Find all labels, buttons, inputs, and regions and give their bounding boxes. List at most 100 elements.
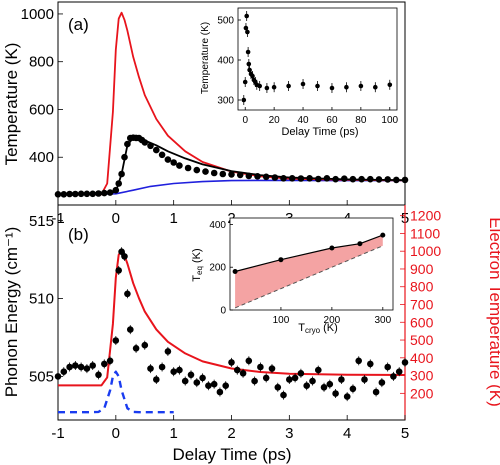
inset-a: Temperature (K) Delay Time (ps) 0 20 40 60 8…	[200, 7, 399, 138]
inset-a-point	[300, 81, 306, 87]
panel-a-y-ticks: 400 600 800 1000	[21, 6, 63, 206]
data-point	[326, 380, 334, 388]
data-point	[384, 363, 392, 371]
data-point	[222, 382, 229, 390]
inset-b-x-ticks: 100 200 300	[273, 307, 392, 326]
data-point	[280, 391, 287, 399]
data-point	[271, 174, 279, 181]
inset-b-x-tick-label: 200	[324, 315, 341, 326]
panel-b-x-tick-label: 1	[169, 425, 177, 442]
inset-a-point	[242, 79, 248, 85]
data-point	[216, 388, 224, 396]
data-point	[349, 175, 357, 183]
data-point	[121, 153, 128, 161]
data-point	[367, 175, 374, 183]
panel-b-right-y-tick-label: 600	[410, 314, 434, 330]
panel-b-x-tick-label: 3	[285, 425, 293, 442]
data-point	[332, 390, 339, 397]
inset-a-point	[373, 84, 378, 90]
inset-a-y-tick-label: 400	[217, 56, 234, 67]
data-point	[95, 371, 102, 379]
data-point	[358, 175, 365, 183]
blue-dashed-line	[58, 370, 174, 414]
panel-a-label: (a)	[68, 15, 89, 34]
panel-b-x-tick-label: 0	[112, 425, 120, 442]
inset-a-x-tick-label: 60	[326, 115, 338, 126]
data-point	[66, 363, 73, 371]
inset-b-y-tick-label: 200	[209, 263, 226, 274]
data-point	[89, 362, 96, 369]
panel-b-right-y-tick-label: 300	[410, 368, 434, 384]
data-point	[60, 368, 68, 376]
data-point	[141, 139, 149, 146]
data-point	[127, 326, 134, 333]
panel-b-ylabel-right: Electron Temperature (K)	[486, 217, 500, 407]
panel-b-x-tick-label: 2	[227, 425, 235, 442]
data-point	[361, 376, 368, 383]
inset-b-xlabel: Tcryo (K)	[298, 322, 338, 335]
data-point	[147, 365, 154, 372]
inset-b-point	[380, 232, 386, 238]
data-point	[132, 345, 140, 352]
panel-b-y-ticks: 505 510 515	[29, 213, 63, 386]
data-point	[297, 370, 305, 377]
data-point	[205, 382, 212, 390]
inset-a-point	[286, 83, 291, 89]
data-point	[101, 189, 108, 197]
data-point	[170, 368, 177, 376]
inset-a-point	[387, 82, 393, 88]
data-point	[210, 380, 218, 388]
panel-b-right-y-tick-label: 1000	[410, 243, 441, 259]
data-point	[251, 377, 258, 385]
panel-a-plot	[54, 11, 409, 198]
inset-a-y-ticks: 300 400 500	[217, 16, 241, 107]
inset-b-point	[232, 269, 238, 274]
inset-b-x-tick-label: 100	[273, 315, 290, 326]
data-point	[176, 162, 183, 169]
data-point	[66, 190, 73, 198]
inset-a-point	[257, 83, 263, 89]
inset-a-plot	[241, 11, 393, 105]
inset-a-point	[315, 83, 320, 89]
shaded-region	[235, 235, 383, 308]
data-point	[187, 371, 195, 379]
data-point	[401, 359, 409, 366]
inset-a-point	[244, 13, 249, 19]
data-point	[390, 373, 397, 380]
data-point	[89, 190, 96, 198]
data-point	[141, 341, 149, 349]
inset-a-xlabel: Delay Time (ps)	[281, 126, 358, 138]
data-point	[77, 363, 85, 371]
panel-b-right-y-tick-label: 1100	[410, 225, 440, 241]
data-point	[309, 377, 316, 385]
inset-a-point	[344, 84, 349, 90]
data-point	[95, 190, 102, 197]
data-point	[112, 337, 120, 344]
data-point	[118, 170, 125, 178]
data-point	[393, 176, 400, 184]
data-point	[239, 370, 247, 377]
data-point	[121, 253, 128, 260]
data-point	[341, 175, 348, 182]
data-point	[395, 368, 403, 376]
data-point	[72, 190, 79, 198]
inset-a-point	[264, 85, 270, 91]
panel-a-y-tick-label: 800	[29, 54, 54, 71]
data-point	[193, 166, 201, 174]
inset-b-y-tick-label: 400	[209, 220, 226, 231]
data-point	[262, 173, 270, 181]
data-point	[349, 385, 357, 393]
data-point	[106, 189, 114, 196]
data-point	[115, 180, 122, 187]
inset-b-ylabel: Teq (K)	[191, 248, 204, 281]
panel-b-x-ticks: -1 0 1 2 3 4 5	[51, 415, 409, 442]
data-point	[372, 388, 380, 396]
data-point	[257, 363, 264, 371]
data-point	[338, 376, 345, 383]
inset-a-frame	[237, 7, 398, 111]
data-point	[170, 159, 177, 166]
data-point	[355, 357, 363, 365]
